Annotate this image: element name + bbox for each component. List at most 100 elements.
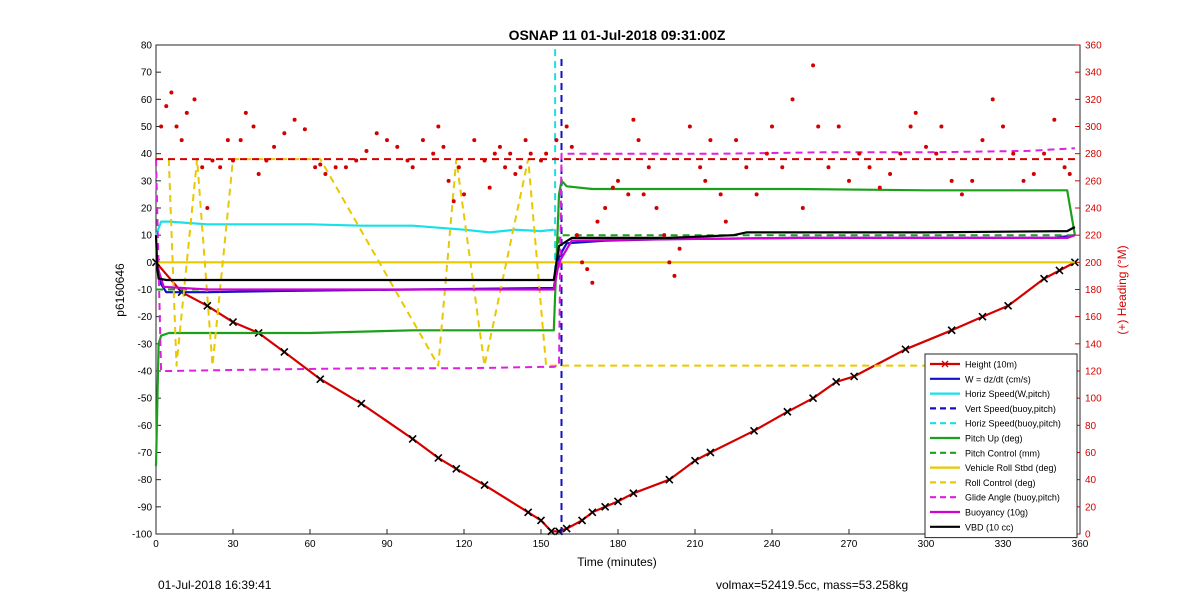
height-marker	[1040, 274, 1049, 283]
x-tick-label: 240	[764, 539, 781, 550]
x-tick-label: 30	[227, 539, 239, 550]
heading-point	[595, 219, 600, 224]
heading-point	[243, 110, 248, 115]
series-line-glide-angle-buoy-pitch	[155, 147, 1075, 372]
height-marker	[783, 407, 792, 416]
height-marker	[434, 453, 443, 462]
y-tick-label-left: -70	[138, 448, 153, 459]
heading-point	[523, 138, 528, 143]
heading-point	[631, 117, 636, 122]
y-tick-label-right: 340	[1085, 68, 1102, 79]
y-tick-label-right: 60	[1085, 448, 1097, 459]
y-tick-label-right: 200	[1085, 258, 1102, 269]
height-marker	[562, 524, 571, 533]
heading-point	[343, 165, 348, 170]
heading-point	[492, 151, 497, 156]
heading-point	[867, 165, 872, 170]
heading-point	[590, 280, 595, 285]
heading-point	[626, 192, 631, 197]
y-tick-label-right: 180	[1085, 285, 1102, 296]
heading-point	[184, 110, 189, 115]
height-marker	[452, 464, 461, 473]
height-marker	[832, 377, 841, 386]
heading-point	[898, 151, 903, 156]
heading-point	[770, 124, 774, 129]
y-tick-label-right: 160	[1085, 312, 1102, 323]
heading-point	[703, 178, 708, 183]
heading-point	[687, 124, 692, 129]
legend-marker	[941, 360, 949, 368]
height-marker	[850, 372, 859, 381]
heading-point	[431, 151, 436, 156]
heading-point	[569, 144, 574, 149]
heading-point	[251, 124, 256, 129]
heading-point	[580, 260, 585, 265]
y-tick-label-right: 0	[1085, 530, 1091, 541]
y-tick-label-left: -30	[138, 339, 153, 350]
height-marker	[665, 475, 674, 484]
y-tick-label-right: 40	[1085, 475, 1097, 486]
heading-point	[333, 165, 338, 170]
height-marker	[588, 508, 597, 517]
heading-point	[949, 178, 954, 183]
legend-label: W = dz/dt (cm/s)	[965, 374, 1031, 384]
height-marker	[524, 508, 533, 517]
heading-point	[364, 148, 369, 153]
heading-point	[908, 124, 913, 129]
heading-point	[179, 138, 184, 143]
y-tick-label-right: 360	[1085, 41, 1102, 52]
y-tick-label-right: 80	[1085, 421, 1097, 432]
legend-label: Vert Speed(buoy,pitch)	[965, 404, 1056, 414]
heading-point	[811, 63, 816, 68]
legend-label: Buoyancy (10g)	[965, 508, 1028, 518]
heading-point	[585, 267, 590, 272]
heading-point	[677, 246, 682, 251]
y-tick-label-left: -40	[138, 367, 153, 378]
heading-point	[302, 127, 307, 132]
heading-point	[934, 151, 939, 156]
y-tick-label-right: 320	[1085, 95, 1102, 106]
y-tick-label-right: 260	[1085, 176, 1102, 187]
heading-point	[754, 192, 759, 197]
height-marker	[1004, 301, 1013, 310]
heading-point	[544, 151, 549, 156]
heading-point	[734, 138, 739, 143]
height-marker	[613, 497, 623, 506]
x-tick-label: 0	[153, 539, 159, 550]
y-tick-label-right: 220	[1085, 231, 1102, 242]
x-tick-label: 330	[995, 539, 1012, 550]
height-marker	[978, 312, 987, 321]
heading-point	[1067, 172, 1072, 177]
heading-point	[518, 165, 523, 170]
x-tick-label: 210	[687, 539, 704, 550]
heading-point	[610, 185, 615, 190]
heading-point	[970, 178, 975, 183]
y-tick-label-left: -60	[138, 421, 153, 432]
height-marker	[316, 375, 325, 384]
heading-point	[939, 124, 944, 129]
heading-point	[564, 124, 569, 129]
heading-point	[708, 138, 713, 143]
heading-point	[323, 172, 328, 177]
footer-timestamp: 01-Jul-2018 16:39:41	[158, 578, 272, 592]
heading-point	[836, 124, 841, 129]
height-marker	[280, 347, 289, 357]
legend-label: VBD (10 cc)	[965, 522, 1014, 532]
legend-label: Pitch Control (mm)	[965, 448, 1040, 458]
legend-label: Horiz Speed(buoy,pitch)	[965, 419, 1061, 429]
y-tick-label-left: 80	[141, 41, 153, 52]
heading-point	[913, 110, 918, 115]
heading-point	[313, 165, 318, 170]
heading-point	[164, 104, 169, 109]
heading-point	[723, 219, 728, 224]
y-tick-label-left: 40	[141, 149, 153, 160]
height-marker	[408, 434, 417, 443]
chart-title: OSNAP 11 01-Jul-2018 09:31:00Z	[509, 27, 726, 43]
heading-point	[672, 273, 677, 278]
heading-point	[877, 185, 882, 190]
heading-point	[780, 165, 785, 170]
heading-point	[169, 90, 174, 95]
height-marker	[547, 527, 556, 536]
heading-point	[192, 97, 197, 102]
heading-point	[959, 192, 964, 197]
